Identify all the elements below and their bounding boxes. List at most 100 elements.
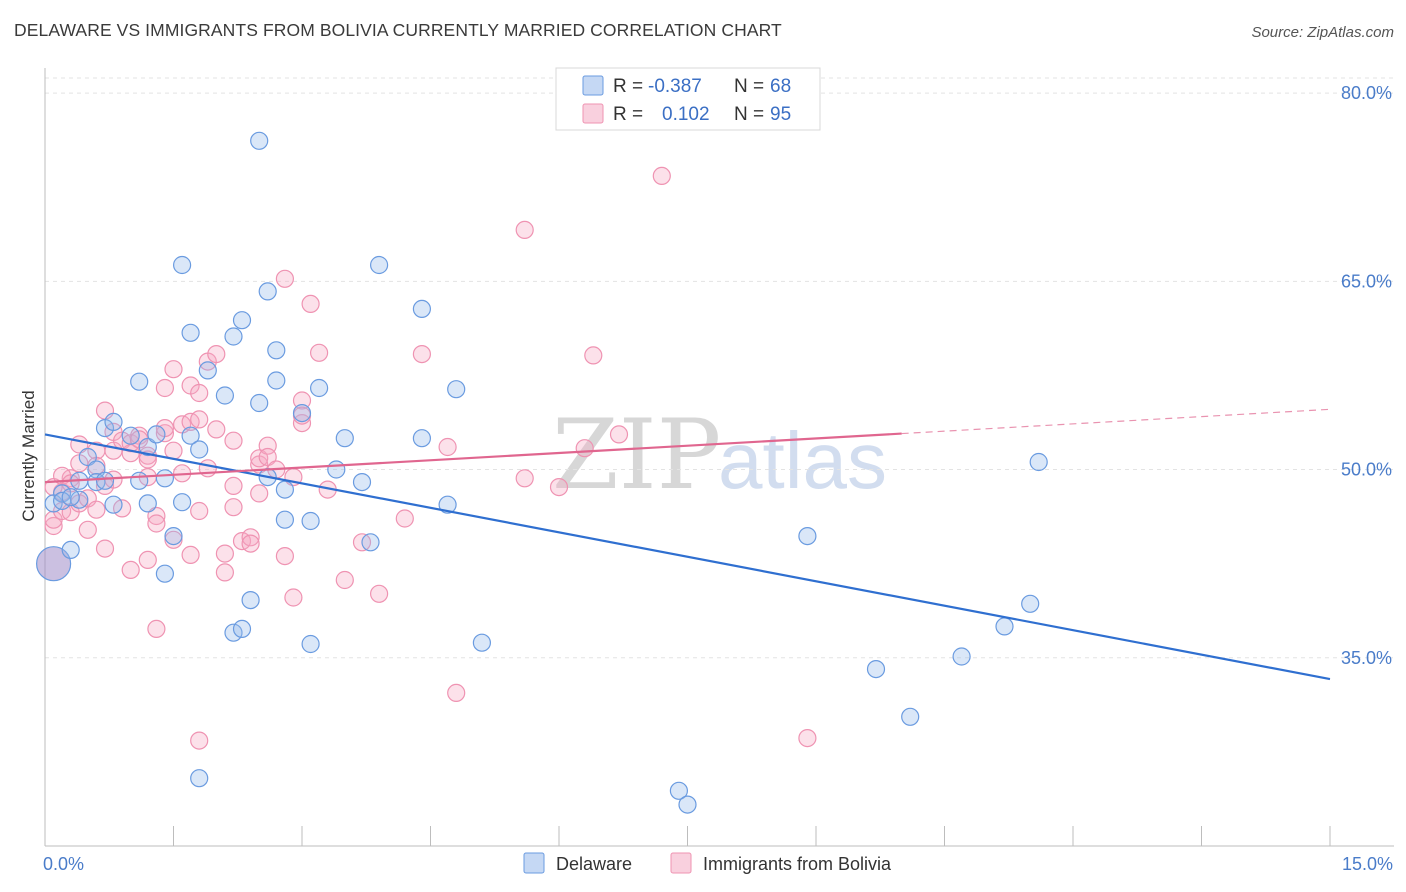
bolivia-point bbox=[215, 544, 234, 563]
delaware-point bbox=[1029, 452, 1048, 472]
legend-n-label: N = bbox=[734, 104, 764, 125]
delaware-point bbox=[250, 393, 269, 413]
bolivia-trend-line-extension bbox=[901, 408, 1331, 435]
bolivia-point bbox=[241, 534, 260, 553]
delaware-point bbox=[275, 480, 294, 499]
bolivia-point bbox=[798, 728, 817, 748]
delaware-point bbox=[995, 617, 1014, 636]
delaware-point bbox=[267, 341, 286, 360]
bolivia-point bbox=[190, 731, 209, 750]
delaware-point bbox=[104, 495, 123, 514]
bottom-legend-swatch-bolivia bbox=[670, 852, 692, 874]
legend-r-value: -0.387 bbox=[648, 76, 702, 97]
bolivia-point bbox=[515, 220, 534, 239]
bolivia-point bbox=[147, 619, 166, 639]
delaware-point bbox=[35, 546, 72, 582]
legend-r-label: R = bbox=[613, 104, 643, 125]
delaware-point bbox=[335, 429, 354, 448]
bolivia-point bbox=[87, 500, 106, 519]
bolivia-point bbox=[147, 506, 166, 526]
bolivia-point bbox=[515, 469, 534, 488]
bolivia-point bbox=[138, 550, 157, 570]
bolivia-point bbox=[190, 501, 209, 521]
delaware-point bbox=[78, 447, 97, 467]
delaware-point bbox=[130, 372, 149, 391]
delaware-point bbox=[798, 526, 817, 546]
bolivia-point bbox=[335, 570, 354, 590]
bolivia-point bbox=[438, 437, 457, 457]
delaware-point bbox=[190, 440, 209, 459]
delaware-point bbox=[52, 484, 72, 503]
delaware-point bbox=[250, 131, 269, 150]
legend: R = -0.387 N = 68 R = 0.102 N = 95 bbox=[555, 67, 821, 131]
bottom-legend-label-delaware: Delaware bbox=[556, 854, 632, 874]
legend-r-value: 0.102 bbox=[662, 104, 710, 125]
delaware-point bbox=[215, 386, 234, 405]
trend-lines bbox=[44, 408, 1331, 681]
x-tick-label: 15.0% bbox=[1342, 854, 1393, 874]
x-tick-labels: 0.0% 15.0% bbox=[43, 854, 1393, 874]
delaware-point bbox=[190, 769, 209, 788]
bolivia-point bbox=[250, 484, 269, 503]
delaware-point bbox=[952, 647, 971, 666]
chart-title: DELAWARE VS IMMIGRANTS FROM BOLIVIA CURR… bbox=[14, 20, 782, 40]
delaware-point bbox=[275, 510, 294, 529]
delaware-point bbox=[224, 327, 243, 346]
delaware-point bbox=[241, 590, 260, 610]
bolivia-point bbox=[292, 391, 312, 410]
y-tick-label: 80.0% bbox=[1341, 83, 1392, 103]
bolivia-point bbox=[190, 383, 209, 403]
bolivia-point bbox=[224, 476, 243, 495]
watermark: ZIP atlas bbox=[552, 399, 887, 511]
delaware-point bbox=[267, 371, 286, 390]
bolivia-point bbox=[412, 345, 431, 364]
bolivia-point bbox=[258, 447, 277, 467]
bolivia-point bbox=[155, 378, 174, 398]
delaware-point bbox=[232, 619, 252, 639]
delaware-point bbox=[866, 659, 886, 679]
bolivia-point bbox=[224, 498, 243, 517]
delaware-point bbox=[138, 437, 157, 457]
delaware-point bbox=[301, 511, 320, 531]
delaware-point bbox=[155, 469, 174, 488]
bolivia-point bbox=[78, 520, 97, 539]
bolivia-point bbox=[652, 166, 671, 185]
delaware-point bbox=[412, 299, 431, 318]
legend-n-label: N = bbox=[734, 76, 764, 97]
delaware-point bbox=[669, 781, 689, 800]
bolivia-point bbox=[609, 425, 629, 444]
bolivia-point bbox=[44, 516, 63, 536]
bolivia-point bbox=[224, 431, 243, 450]
delaware-point bbox=[901, 707, 920, 726]
bottom-legend: Delaware Immigrants from Bolivia bbox=[523, 852, 892, 874]
bolivia-point bbox=[207, 345, 226, 364]
y-tick-label: 65.0% bbox=[1341, 271, 1392, 291]
delaware-point bbox=[232, 311, 252, 330]
bolivia-point bbox=[275, 546, 294, 566]
grid bbox=[45, 77, 1394, 659]
delaware-point bbox=[121, 426, 140, 445]
y-tick-label: 50.0% bbox=[1341, 460, 1392, 480]
bolivia-point bbox=[95, 539, 115, 558]
watermark-zip: ZIP bbox=[552, 399, 721, 511]
legend-swatch-pink bbox=[582, 103, 604, 124]
x-ticks bbox=[44, 826, 1331, 846]
delaware-point bbox=[61, 488, 80, 507]
delaware-point bbox=[412, 429, 431, 448]
delaware-point bbox=[1021, 594, 1040, 613]
delaware-point bbox=[327, 460, 346, 479]
delaware-point bbox=[310, 378, 329, 398]
bolivia-point bbox=[395, 509, 414, 528]
delaware-point bbox=[361, 533, 380, 552]
delaware-point bbox=[472, 633, 491, 652]
chart-source: Source: ZipAtlas.com bbox=[1251, 24, 1394, 41]
delaware-point bbox=[678, 795, 697, 814]
bottom-legend-label-bolivia: Immigrants from Bolivia bbox=[703, 854, 892, 874]
bolivia-point bbox=[310, 343, 329, 362]
delaware-point bbox=[181, 426, 200, 445]
bolivia-point bbox=[207, 420, 226, 439]
bolivia-point bbox=[147, 514, 166, 533]
bolivia-point bbox=[241, 528, 260, 547]
delaware-point bbox=[301, 634, 320, 654]
delaware-point bbox=[258, 282, 277, 301]
